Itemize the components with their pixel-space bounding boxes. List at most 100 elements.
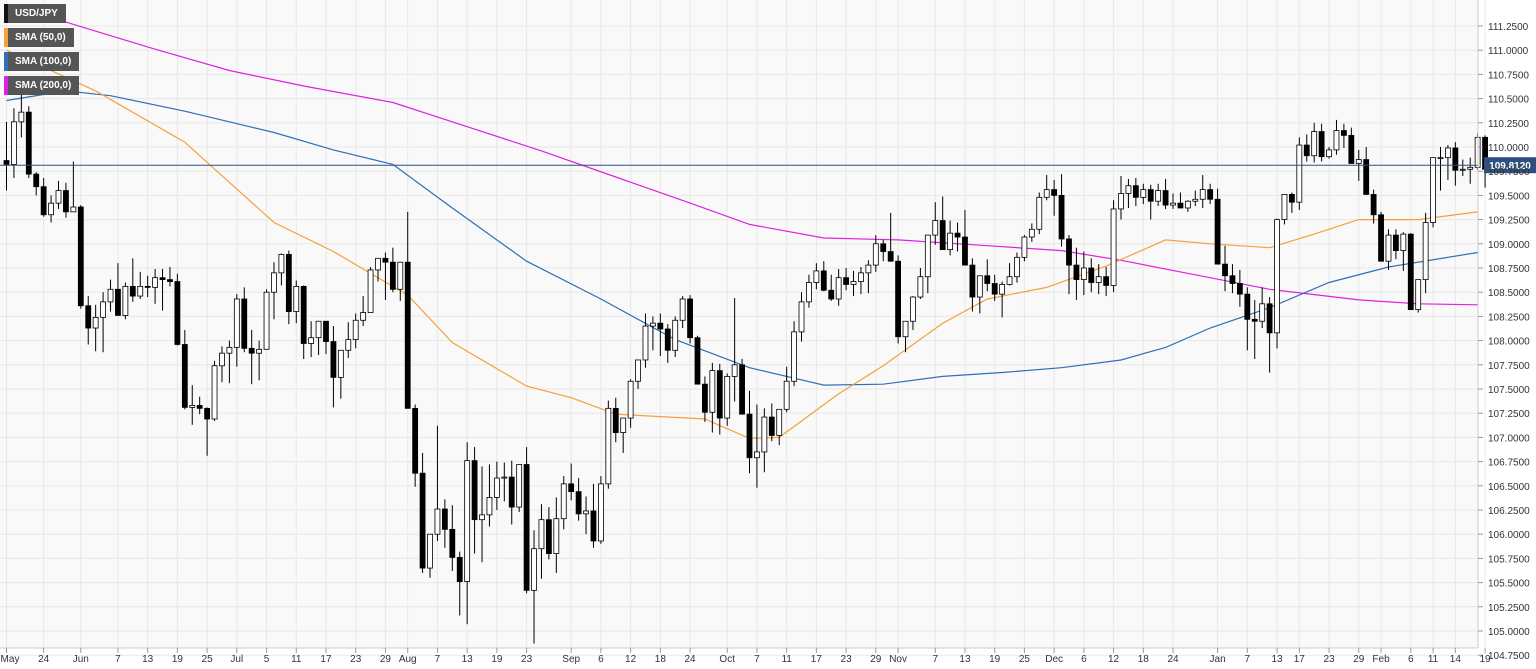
candle[interactable]: [872, 235, 879, 272]
candle[interactable]: [1452, 142, 1459, 186]
candle[interactable]: [144, 275, 151, 298]
candle[interactable]: [984, 259, 991, 292]
candle[interactable]: [568, 463, 575, 501]
candle[interactable]: [122, 282, 129, 320]
candle[interactable]: [1051, 179, 1058, 216]
candle[interactable]: [902, 320, 909, 353]
candle[interactable]: [382, 252, 389, 300]
candle[interactable]: [77, 205, 84, 309]
candle[interactable]: [1140, 183, 1147, 205]
candle[interactable]: [910, 296, 916, 330]
candle[interactable]: [167, 267, 173, 287]
candle[interactable]: [196, 396, 203, 415]
candle[interactable]: [55, 180, 62, 209]
candle[interactable]: [419, 452, 426, 573]
candle[interactable]: [1296, 137, 1303, 210]
candle[interactable]: [575, 478, 582, 521]
candle[interactable]: [263, 289, 270, 350]
candle[interactable]: [954, 222, 961, 252]
candle[interactable]: [85, 296, 92, 345]
candle[interactable]: [664, 324, 671, 363]
legend-item-sma-100[interactable]: SMA (100,0): [4, 52, 80, 71]
candle[interactable]: [590, 483, 597, 548]
candle[interactable]: [1430, 157, 1436, 228]
candle[interactable]: [843, 268, 849, 291]
candle[interactable]: [1147, 184, 1154, 220]
candle[interactable]: [211, 360, 218, 421]
candle[interactable]: [1214, 188, 1221, 265]
candle[interactable]: [33, 172, 40, 196]
candle[interactable]: [605, 400, 612, 489]
candle[interactable]: [516, 464, 523, 512]
candle[interactable]: [1073, 247, 1080, 300]
candle[interactable]: [1110, 200, 1117, 293]
candle[interactable]: [389, 247, 396, 293]
candle[interactable]: [835, 268, 842, 306]
candle[interactable]: [1207, 183, 1214, 205]
candle[interactable]: [189, 385, 196, 425]
candle[interactable]: [538, 504, 545, 579]
candle[interactable]: [434, 425, 441, 541]
candle[interactable]: [486, 464, 493, 527]
candle[interactable]: [1437, 147, 1444, 191]
candle[interactable]: [137, 271, 144, 299]
candle[interactable]: [1095, 264, 1102, 295]
candle[interactable]: [248, 329, 255, 385]
candle[interactable]: [650, 316, 656, 351]
candle[interactable]: [315, 320, 322, 356]
candle[interactable]: [493, 461, 500, 510]
candle[interactable]: [174, 273, 181, 346]
candle[interactable]: [739, 358, 745, 415]
candle[interactable]: [724, 373, 731, 426]
candle[interactable]: [1341, 123, 1347, 148]
candle[interactable]: [806, 274, 812, 308]
candle[interactable]: [612, 397, 619, 443]
candle[interactable]: [40, 177, 47, 217]
candle[interactable]: [1303, 134, 1310, 162]
candle[interactable]: [783, 366, 790, 413]
candle[interactable]: [939, 196, 946, 251]
candle[interactable]: [820, 261, 827, 292]
candle[interactable]: [962, 209, 968, 266]
candle[interactable]: [880, 239, 887, 262]
candle[interactable]: [1199, 175, 1206, 208]
candle[interactable]: [999, 281, 1006, 318]
candle[interactable]: [1184, 200, 1191, 212]
candle[interactable]: [1014, 252, 1020, 283]
candle[interactable]: [813, 263, 820, 290]
legend-item-usdjpy[interactable]: USD/JPY: [4, 4, 66, 23]
candle[interactable]: [1445, 145, 1451, 180]
candle[interactable]: [285, 250, 292, 325]
candle[interactable]: [598, 476, 604, 544]
candle[interactable]: [300, 285, 307, 359]
candle[interactable]: [3, 121, 10, 191]
candle[interactable]: [323, 320, 329, 355]
candle[interactable]: [969, 258, 976, 312]
candle[interactable]: [241, 287, 248, 353]
candle[interactable]: [523, 447, 530, 594]
candle[interactable]: [679, 296, 686, 329]
candle[interactable]: [635, 359, 641, 389]
candle[interactable]: [1088, 258, 1095, 293]
candle[interactable]: [219, 346, 225, 383]
candle[interactable]: [1118, 176, 1124, 220]
candle[interactable]: [709, 362, 716, 433]
candle[interactable]: [932, 202, 939, 245]
candle[interactable]: [375, 257, 381, 282]
candle[interactable]: [620, 417, 627, 453]
candle[interactable]: [352, 313, 359, 349]
candle[interactable]: [768, 403, 775, 442]
candle[interactable]: [1415, 279, 1422, 313]
candle[interactable]: [107, 279, 114, 312]
candle[interactable]: [1028, 223, 1035, 242]
candle[interactable]: [1378, 211, 1384, 262]
candle[interactable]: [100, 292, 106, 353]
candle[interactable]: [345, 322, 352, 359]
candle[interactable]: [1058, 174, 1065, 247]
candle[interactable]: [63, 182, 69, 218]
candle[interactable]: [159, 268, 166, 311]
candle[interactable]: [293, 280, 300, 324]
candle[interactable]: [1036, 192, 1043, 235]
candle[interactable]: [924, 234, 931, 294]
candle[interactable]: [1244, 287, 1251, 351]
